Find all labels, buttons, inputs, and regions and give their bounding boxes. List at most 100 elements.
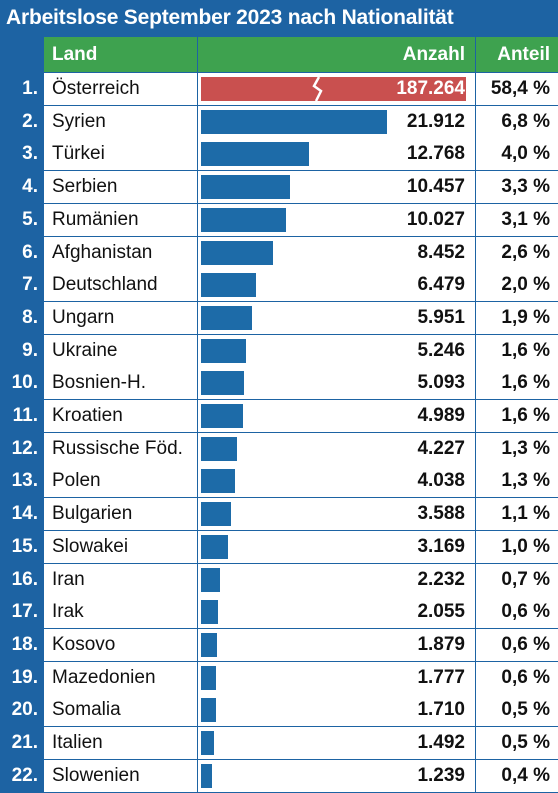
anzahl-value: 3.169 [417, 535, 465, 557]
bar [201, 207, 286, 232]
country-label: Ungarn [44, 301, 197, 334]
country-label: Irak [44, 596, 197, 629]
anzahl-value: 10.457 [406, 176, 465, 198]
anzahl-cell: 1.239 [198, 759, 475, 792]
table-row: 6. Afghanistan 8.452 2,6 % [0, 236, 558, 269]
anzahl-value: 1.879 [417, 633, 465, 655]
anzahl-cell: 6.479 [198, 269, 475, 302]
rank-label: 12. [0, 432, 43, 465]
anteil-value: 0,6 % [476, 596, 558, 629]
bar [201, 534, 228, 559]
table-row: 13. Polen 4.038 1,3 % [0, 465, 558, 498]
anteil-value: 1,6 % [476, 367, 558, 400]
table-row: 20. Somalia 1.710 0,5 % [0, 694, 558, 727]
anzahl-cell: 10.457 [198, 171, 475, 204]
anzahl-value: 1.777 [417, 666, 465, 688]
anzahl-cell: 4.989 [198, 400, 475, 432]
bar [201, 632, 217, 657]
table-row: 16. Iran 2.232 0,7 % [0, 563, 558, 596]
table-row: 4. Serbien 10.457 3,3 % [0, 171, 558, 204]
table-row: 9. Ukraine 5.246 1,6 % [0, 334, 558, 367]
bar [201, 175, 290, 200]
anteil-value: 0,5 % [476, 727, 558, 759]
country-label: Kosovo [44, 628, 197, 661]
bar [201, 731, 214, 755]
anzahl-value: 2.232 [417, 568, 465, 590]
anzahl-value: 1.710 [417, 699, 465, 721]
bar [201, 567, 220, 592]
rank-label: 10. [0, 367, 43, 400]
bar [201, 109, 387, 134]
anzahl-cell: 3.588 [198, 498, 475, 531]
table-row: 7. Deutschland 6.479 2,0 % [0, 269, 558, 302]
rank-label: 19. [0, 661, 43, 694]
anzahl-cell: 8.452 [198, 236, 475, 269]
anzahl-cell: 5.246 [198, 334, 475, 367]
anzahl-cell: 2.232 [198, 563, 475, 596]
bar [201, 305, 252, 330]
table-row: 11. Kroatien 4.989 1,6 % [0, 400, 558, 432]
country-label: Iran [44, 563, 197, 596]
table-row: 21. Italien 1.492 0,5 % [0, 727, 558, 759]
anteil-value: 0,4 % [476, 759, 558, 792]
table-row: 15. Slowakei 3.169 1,0 % [0, 530, 558, 563]
rank-label: 14. [0, 498, 43, 531]
rank-label: 22. [0, 759, 43, 792]
anzahl-cell: 2.055 [198, 596, 475, 629]
rank-label: 3. [0, 138, 43, 171]
bar [201, 436, 237, 461]
table-row: 1. Österreich 187.264 58,4 % [0, 73, 558, 105]
anteil-value: 1,6 % [476, 400, 558, 432]
anteil-value: 0,6 % [476, 661, 558, 694]
bar [201, 404, 243, 428]
bar [201, 273, 256, 298]
chart-title: Arbeitslose September 2023 nach National… [6, 6, 454, 29]
rank-label: 5. [0, 203, 43, 236]
anzahl-cell: 5.951 [198, 301, 475, 334]
rank-label: 6. [0, 236, 43, 269]
anzahl-cell: 21.912 [198, 105, 475, 138]
anzahl-value: 5.093 [417, 372, 465, 394]
anzahl-cell: 3.169 [198, 530, 475, 563]
rank-label: 11. [0, 400, 43, 432]
country-label: Somalia [44, 694, 197, 727]
country-label: Bulgarien [44, 498, 197, 531]
anzahl-value: 12.768 [406, 143, 465, 165]
anteil-value: 1,0 % [476, 530, 558, 563]
anzahl-value: 1.239 [417, 764, 465, 786]
country-label: Bosnien-H. [44, 367, 197, 400]
bar [201, 77, 466, 101]
header-anteil: Anteil [476, 37, 558, 72]
anzahl-value: 187.264 [396, 78, 465, 99]
anteil-value: 1,3 % [476, 432, 558, 465]
anzahl-cell: 10.027 [198, 203, 475, 236]
table-row: 17. Irak 2.055 0,6 % [0, 596, 558, 629]
anzahl-value: 5.246 [417, 339, 465, 361]
anteil-value: 2,0 % [476, 269, 558, 302]
header-rank-cell [0, 37, 43, 72]
country-label: Polen [44, 465, 197, 498]
country-label: Kroatien [44, 400, 197, 432]
bar [201, 142, 309, 167]
country-label: Serbien [44, 171, 197, 204]
table-row: 14. Bulgarien 3.588 1,1 % [0, 498, 558, 531]
country-label: Deutschland [44, 269, 197, 302]
anzahl-cell: 5.093 [198, 367, 475, 400]
anteil-value: 3,3 % [476, 171, 558, 204]
anzahl-value: 10.027 [406, 208, 465, 230]
anzahl-value: 2.055 [417, 601, 465, 623]
country-label: Italien [44, 727, 197, 759]
anzahl-cell: 1.710 [198, 694, 475, 727]
anzahl-value: 1.492 [417, 732, 465, 753]
rank-label: 13. [0, 465, 43, 498]
data-table: Land Anzahl Anteil 1. Österreich 187.264 58… [0, 37, 558, 793]
table-row: 18. Kosovo 1.879 0,6 % [0, 628, 558, 661]
rank-label: 2. [0, 105, 43, 138]
country-label: Syrien [44, 105, 197, 138]
rank-label: 4. [0, 171, 43, 204]
anteil-value: 1,6 % [476, 334, 558, 367]
axis-break-icon [312, 77, 323, 101]
anteil-value: 4,0 % [476, 138, 558, 171]
bar [201, 665, 216, 690]
